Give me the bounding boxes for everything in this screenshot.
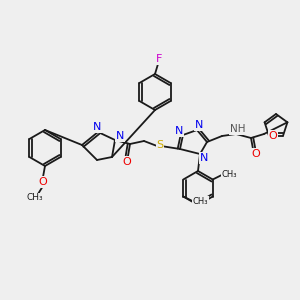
Text: CH₃: CH₃ xyxy=(222,170,238,179)
Text: NH: NH xyxy=(230,124,246,134)
Text: N: N xyxy=(93,122,101,132)
Text: O: O xyxy=(123,157,131,167)
Text: O: O xyxy=(252,149,260,159)
Text: N: N xyxy=(200,153,208,163)
Text: CH₃: CH₃ xyxy=(27,194,43,202)
Text: F: F xyxy=(156,54,162,64)
Text: N: N xyxy=(195,120,203,130)
Text: N: N xyxy=(175,126,183,136)
Text: N: N xyxy=(116,131,124,141)
Text: CH₃: CH₃ xyxy=(193,197,208,206)
Text: O: O xyxy=(268,131,277,141)
Text: S: S xyxy=(156,140,164,150)
Text: O: O xyxy=(39,177,47,187)
